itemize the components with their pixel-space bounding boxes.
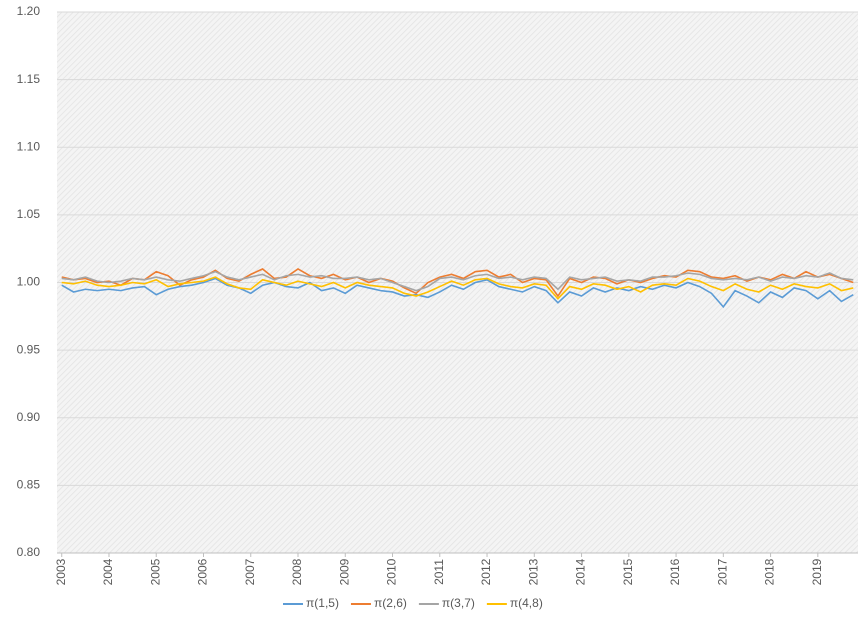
x-tick-label: 2012: [479, 558, 493, 585]
x-tick-label: 2019: [810, 558, 824, 585]
y-tick-label: 1.20: [17, 4, 41, 18]
x-tick-label: 2009: [337, 558, 351, 585]
series-line: [61, 277, 854, 309]
x-tick-label: 2006: [196, 558, 210, 585]
y-tick-label: 1.10: [17, 139, 41, 153]
series-line: [61, 270, 854, 292]
y-tick-label: 1.15: [17, 72, 41, 86]
series-line: [61, 268, 854, 298]
x-tick-label: 2010: [385, 558, 399, 585]
x-tick-label: 2004: [101, 558, 115, 585]
y-tick-label: 0.95: [17, 342, 41, 356]
x-tick-label: 2017: [715, 558, 729, 585]
x-tick-label: 2013: [526, 558, 540, 585]
x-tick-label: 2015: [621, 558, 635, 585]
series-line: [61, 276, 854, 300]
legend-label: π(4,8): [510, 596, 543, 610]
x-tick-label: 2018: [763, 558, 777, 585]
x-tick-label: 2005: [148, 558, 162, 585]
y-tick-label: 0.80: [17, 545, 41, 559]
x-tick-label: 2008: [290, 558, 304, 585]
x-tick-label: 2007: [243, 558, 257, 585]
y-tick-label: 0.90: [17, 410, 41, 424]
x-tick-label: 2003: [54, 558, 68, 585]
legend-label: π(2,6): [374, 596, 407, 610]
y-tick-label: 0.85: [17, 478, 41, 492]
legend-label: π(3,7): [442, 596, 475, 610]
y-tick-label: 1.00: [17, 275, 41, 289]
y-tick-label: 1.05: [17, 207, 41, 221]
x-tick-label: 2011: [432, 559, 446, 585]
x-tick-label: 2014: [574, 558, 588, 585]
legend-label: π(1,5): [306, 596, 339, 610]
x-tick-label: 2016: [668, 558, 682, 585]
